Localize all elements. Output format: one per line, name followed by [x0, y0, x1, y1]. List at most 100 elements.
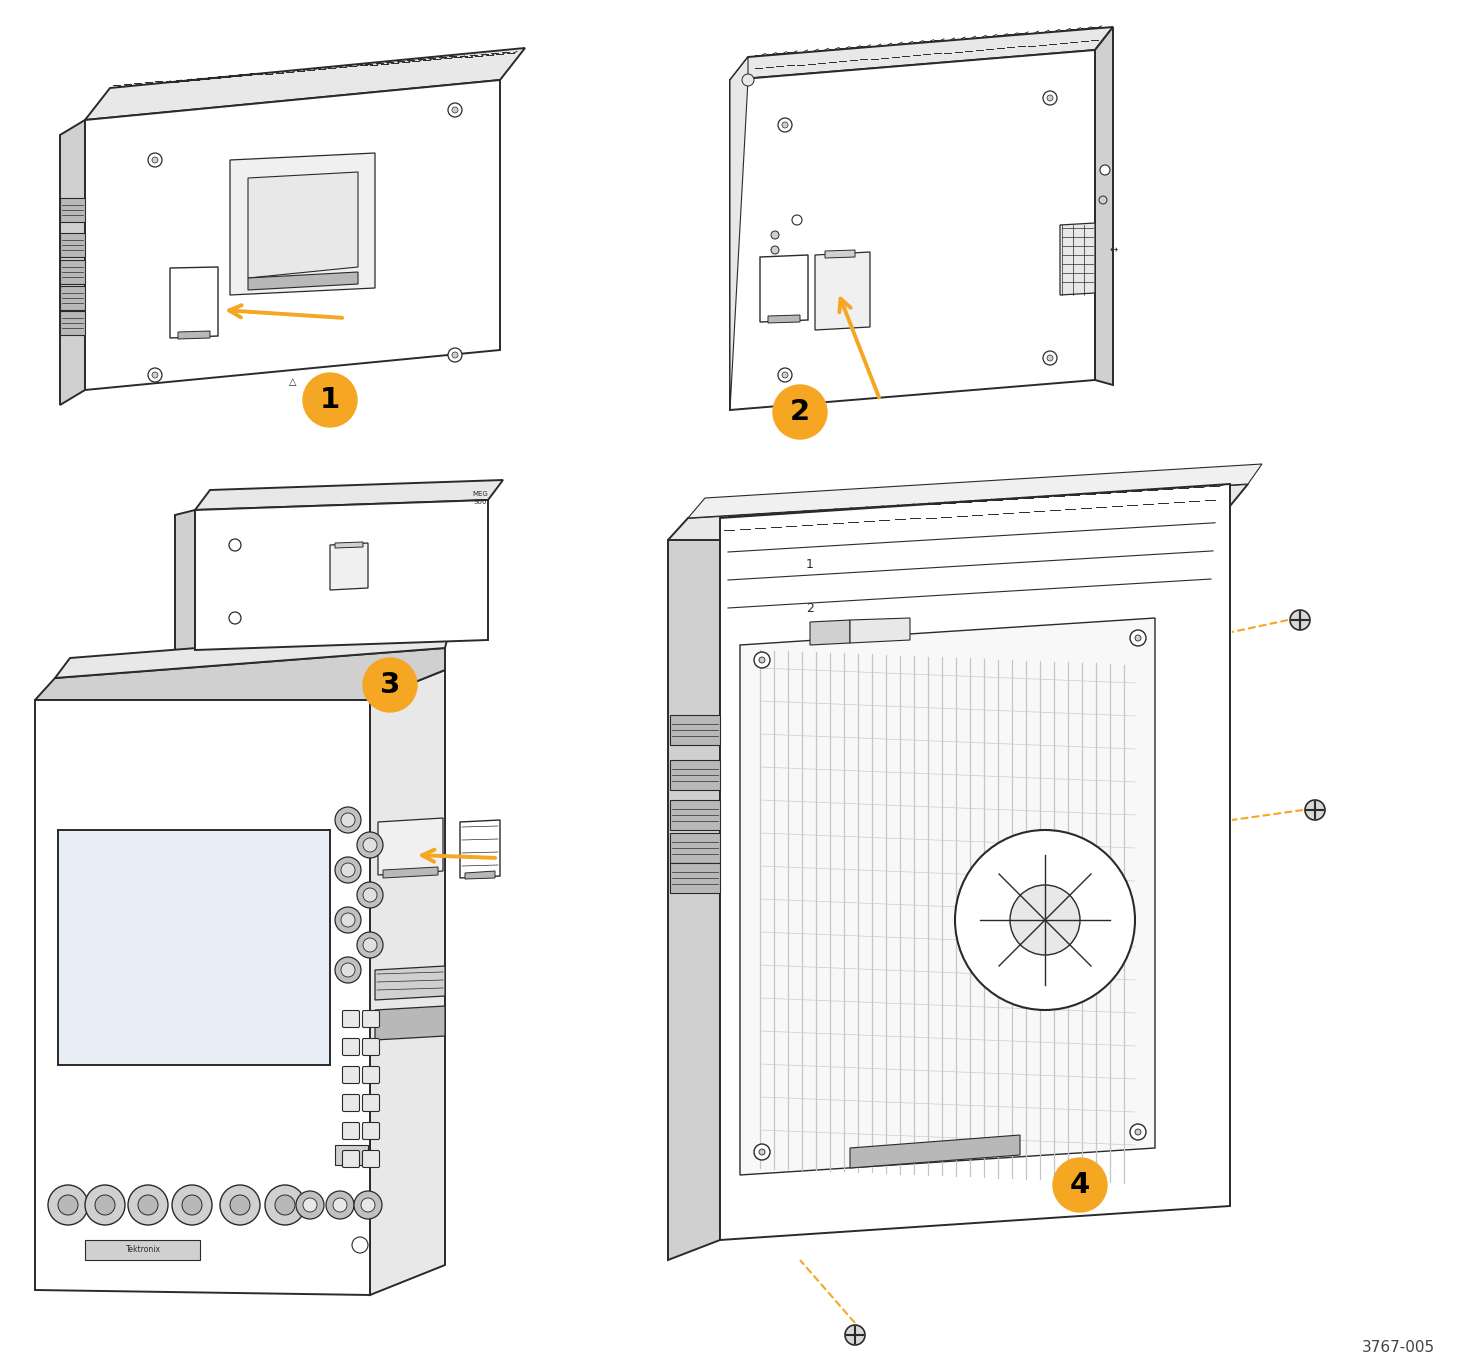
Polygon shape	[334, 542, 364, 548]
Polygon shape	[248, 271, 358, 291]
Polygon shape	[464, 871, 495, 879]
Circle shape	[229, 539, 241, 551]
Circle shape	[58, 1196, 77, 1215]
Circle shape	[231, 1196, 250, 1215]
Polygon shape	[460, 820, 499, 877]
FancyBboxPatch shape	[362, 1150, 380, 1168]
Circle shape	[274, 1196, 295, 1215]
Circle shape	[266, 1185, 305, 1226]
FancyBboxPatch shape	[343, 1067, 359, 1083]
Circle shape	[1134, 635, 1142, 642]
Circle shape	[334, 857, 361, 883]
Polygon shape	[1060, 223, 1095, 295]
Circle shape	[1305, 801, 1326, 820]
Circle shape	[358, 932, 383, 958]
Circle shape	[296, 1191, 324, 1219]
FancyBboxPatch shape	[362, 1038, 380, 1056]
FancyBboxPatch shape	[362, 1010, 380, 1027]
Polygon shape	[740, 618, 1155, 1175]
Circle shape	[342, 913, 355, 927]
Polygon shape	[375, 967, 445, 999]
Polygon shape	[850, 1135, 1021, 1168]
Circle shape	[753, 653, 769, 668]
Text: 2: 2	[806, 602, 813, 614]
Circle shape	[1053, 1158, 1107, 1212]
FancyBboxPatch shape	[343, 1150, 359, 1168]
Polygon shape	[378, 818, 442, 875]
Circle shape	[361, 1198, 375, 1212]
Circle shape	[139, 1196, 158, 1215]
Circle shape	[783, 122, 788, 128]
Polygon shape	[670, 862, 720, 893]
Circle shape	[128, 1185, 168, 1226]
Polygon shape	[85, 48, 526, 121]
Polygon shape	[768, 315, 800, 324]
FancyBboxPatch shape	[343, 1038, 359, 1056]
Polygon shape	[334, 1145, 368, 1165]
Text: 4: 4	[1070, 1171, 1091, 1200]
Circle shape	[772, 385, 826, 439]
Polygon shape	[850, 618, 910, 643]
Circle shape	[220, 1185, 260, 1226]
FancyBboxPatch shape	[362, 1094, 380, 1112]
Circle shape	[333, 1198, 347, 1212]
Polygon shape	[85, 80, 499, 389]
Circle shape	[1042, 351, 1057, 365]
FancyBboxPatch shape	[343, 1010, 359, 1027]
Circle shape	[1130, 1124, 1146, 1141]
Polygon shape	[730, 49, 1095, 410]
Circle shape	[1099, 165, 1110, 175]
Circle shape	[955, 829, 1134, 1010]
Circle shape	[845, 1324, 864, 1345]
Circle shape	[326, 1191, 353, 1219]
Circle shape	[759, 657, 765, 664]
Polygon shape	[383, 866, 438, 877]
Circle shape	[147, 367, 162, 383]
Circle shape	[152, 158, 158, 163]
Polygon shape	[85, 1239, 200, 1260]
Polygon shape	[60, 287, 85, 310]
FancyBboxPatch shape	[343, 1094, 359, 1112]
Circle shape	[771, 245, 780, 254]
Polygon shape	[375, 1006, 445, 1041]
Polygon shape	[670, 834, 720, 862]
Circle shape	[342, 962, 355, 978]
Circle shape	[791, 215, 802, 225]
Text: 1: 1	[806, 558, 813, 572]
Text: ↔: ↔	[1110, 245, 1118, 255]
Circle shape	[771, 230, 780, 239]
Circle shape	[1042, 90, 1057, 106]
Polygon shape	[60, 233, 85, 256]
Text: △: △	[289, 377, 296, 387]
Circle shape	[352, 1237, 368, 1253]
FancyBboxPatch shape	[343, 1123, 359, 1139]
Circle shape	[334, 957, 361, 983]
Circle shape	[1134, 1128, 1142, 1135]
Circle shape	[1130, 631, 1146, 646]
Polygon shape	[720, 484, 1229, 1239]
Circle shape	[304, 373, 358, 426]
Text: 1: 1	[320, 387, 340, 414]
Circle shape	[778, 118, 791, 132]
Polygon shape	[231, 154, 375, 295]
Circle shape	[342, 862, 355, 877]
Polygon shape	[55, 628, 450, 679]
Circle shape	[147, 154, 162, 167]
Polygon shape	[825, 250, 856, 258]
Polygon shape	[248, 171, 358, 278]
Circle shape	[172, 1185, 212, 1226]
Text: 3: 3	[380, 670, 400, 699]
FancyBboxPatch shape	[362, 1123, 380, 1139]
Polygon shape	[196, 480, 504, 510]
Polygon shape	[60, 197, 85, 222]
Polygon shape	[58, 829, 330, 1065]
Circle shape	[364, 838, 377, 851]
Circle shape	[1047, 95, 1053, 101]
Circle shape	[334, 808, 361, 834]
Circle shape	[1291, 610, 1310, 631]
Circle shape	[364, 888, 377, 902]
Polygon shape	[175, 510, 196, 655]
Polygon shape	[810, 620, 850, 644]
Polygon shape	[60, 260, 85, 284]
Polygon shape	[60, 121, 85, 404]
